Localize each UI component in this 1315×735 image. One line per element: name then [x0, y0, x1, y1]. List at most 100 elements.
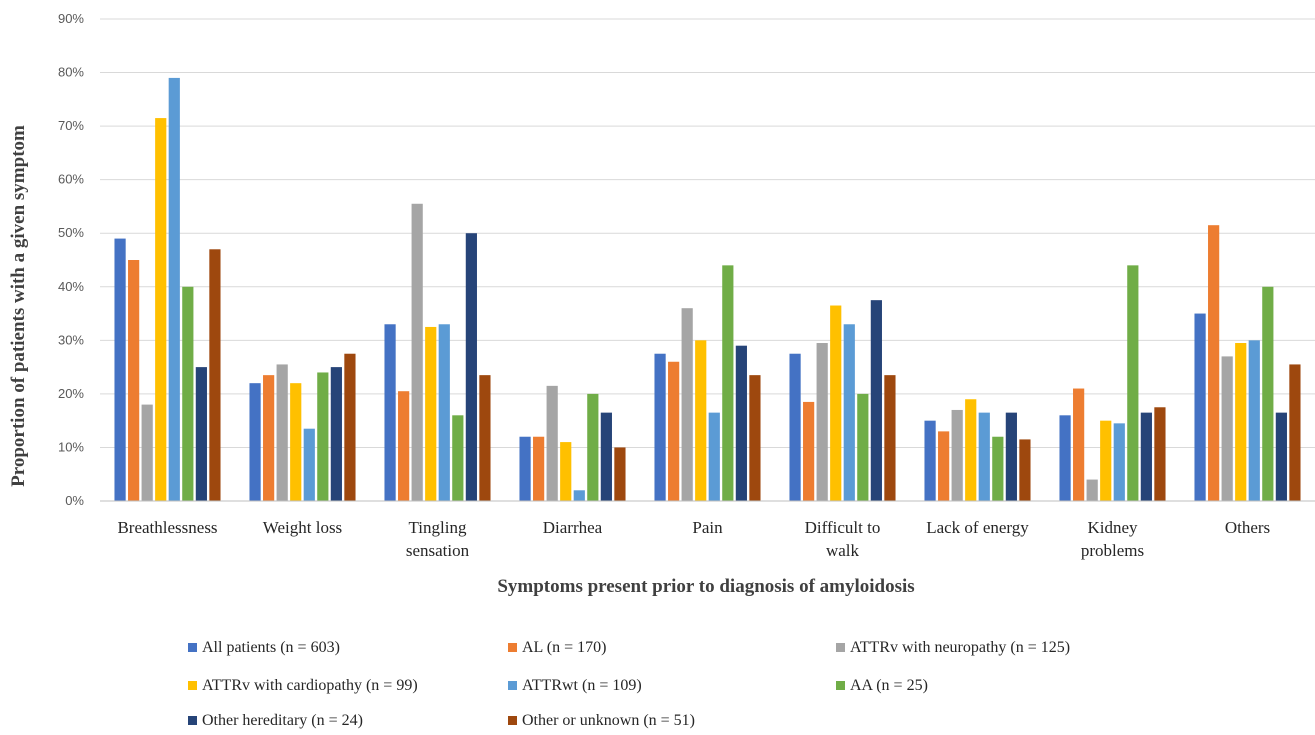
bar [1235, 343, 1247, 501]
legend-label: Other or unknown (n = 51) [522, 712, 695, 729]
bar [938, 431, 950, 501]
bar [479, 375, 491, 501]
y-axis-title: Proportion of patients with a given symp… [8, 125, 29, 487]
bar [195, 367, 207, 501]
y-tick-label: 50% [58, 225, 84, 240]
bar [465, 233, 477, 501]
legend-label: ATTRv with cardiopathy (n = 99) [202, 677, 418, 694]
bar [182, 286, 194, 501]
bar [546, 385, 558, 501]
bar [668, 361, 680, 501]
category-label: problems [1081, 541, 1144, 560]
bars [114, 77, 1301, 502]
bar [263, 375, 275, 501]
bar [695, 340, 707, 501]
y-tick-label: 20% [58, 386, 84, 401]
bar [1086, 479, 1098, 501]
bar [290, 383, 302, 501]
bar [857, 393, 869, 501]
bar [1140, 412, 1152, 501]
bar [951, 409, 963, 501]
bar [114, 238, 126, 502]
y-tick-label: 30% [58, 332, 84, 347]
bar [1019, 439, 1031, 501]
bar [1262, 286, 1274, 501]
category-label: Pain [692, 518, 723, 537]
bar [587, 393, 599, 501]
bar [1275, 412, 1287, 501]
bar [1208, 225, 1220, 501]
legend-label: ATTRwt (n = 109) [522, 677, 642, 694]
legend-swatch [188, 716, 197, 725]
bar [1113, 423, 1125, 501]
category-label: Difficult to [805, 518, 881, 537]
bar [681, 308, 693, 501]
bar [843, 324, 855, 501]
bar [1194, 313, 1206, 501]
bar [384, 324, 396, 501]
category-label: walk [826, 541, 860, 560]
bar [411, 203, 423, 501]
category-label: Others [1225, 518, 1270, 537]
category-label: Breathlessness [117, 518, 217, 537]
y-tick-label: 40% [58, 279, 84, 294]
category-label: Kidney [1087, 518, 1138, 537]
legend-swatch [188, 681, 197, 690]
bar [735, 345, 747, 501]
bar [749, 375, 761, 501]
bar [870, 300, 882, 501]
bar [1005, 412, 1017, 501]
bar [533, 436, 545, 501]
bar [303, 428, 315, 501]
bar [803, 401, 815, 501]
category-label: Tingling [409, 518, 467, 537]
y-tick-label: 60% [58, 172, 84, 187]
bar [992, 436, 1004, 501]
y-tick-label: 0% [65, 493, 84, 508]
bar [209, 249, 221, 501]
legend-swatch [836, 681, 845, 690]
y-tick-label: 90% [58, 11, 84, 26]
legend: All patients (n = 603) AL (n = 170) ATTRv … [188, 639, 1070, 729]
bar [560, 442, 572, 501]
legend-swatch [508, 643, 517, 652]
bar [344, 353, 356, 501]
legend-label: AL (n = 170) [522, 639, 606, 656]
category-label: sensation [406, 541, 470, 560]
bar [1073, 388, 1085, 501]
bar [141, 404, 153, 501]
bar [614, 447, 626, 501]
legend-swatch [836, 643, 845, 652]
legend-label: AA (n = 25) [850, 677, 928, 694]
bar [600, 412, 612, 501]
bar [924, 420, 936, 501]
bar [398, 391, 410, 501]
bar [830, 305, 842, 501]
y-axis-tick-labels: 0% 10% 20% 30% 40% 50% 60% 70% 80% 90% [58, 11, 84, 508]
x-axis-title: Symptoms present prior to diagnosis of a… [497, 576, 914, 597]
category-labels: Breathlessness Weight loss Tingling sensati… [117, 518, 1270, 560]
bar [1289, 364, 1301, 501]
category-label: Weight loss [263, 518, 342, 537]
bar [452, 415, 464, 501]
category-label: Lack of energy [926, 518, 1029, 537]
bar [1154, 407, 1166, 501]
bar [168, 77, 180, 502]
legend-label: ATTRv with neuropathy (n = 125) [850, 639, 1070, 656]
bar [519, 436, 531, 501]
bar [816, 343, 828, 501]
gridlines [100, 18, 1315, 448]
bar [1059, 415, 1071, 501]
bar [1221, 356, 1233, 501]
bar [884, 375, 896, 501]
bar [722, 265, 734, 501]
legend-label: Other hereditary (n = 24) [202, 712, 363, 729]
bar [1127, 265, 1139, 501]
y-tick-label: 10% [58, 439, 84, 454]
bar [317, 372, 329, 501]
bar [155, 118, 167, 502]
bar [1248, 340, 1260, 501]
y-tick-label: 80% [58, 65, 84, 80]
bar [425, 326, 437, 501]
